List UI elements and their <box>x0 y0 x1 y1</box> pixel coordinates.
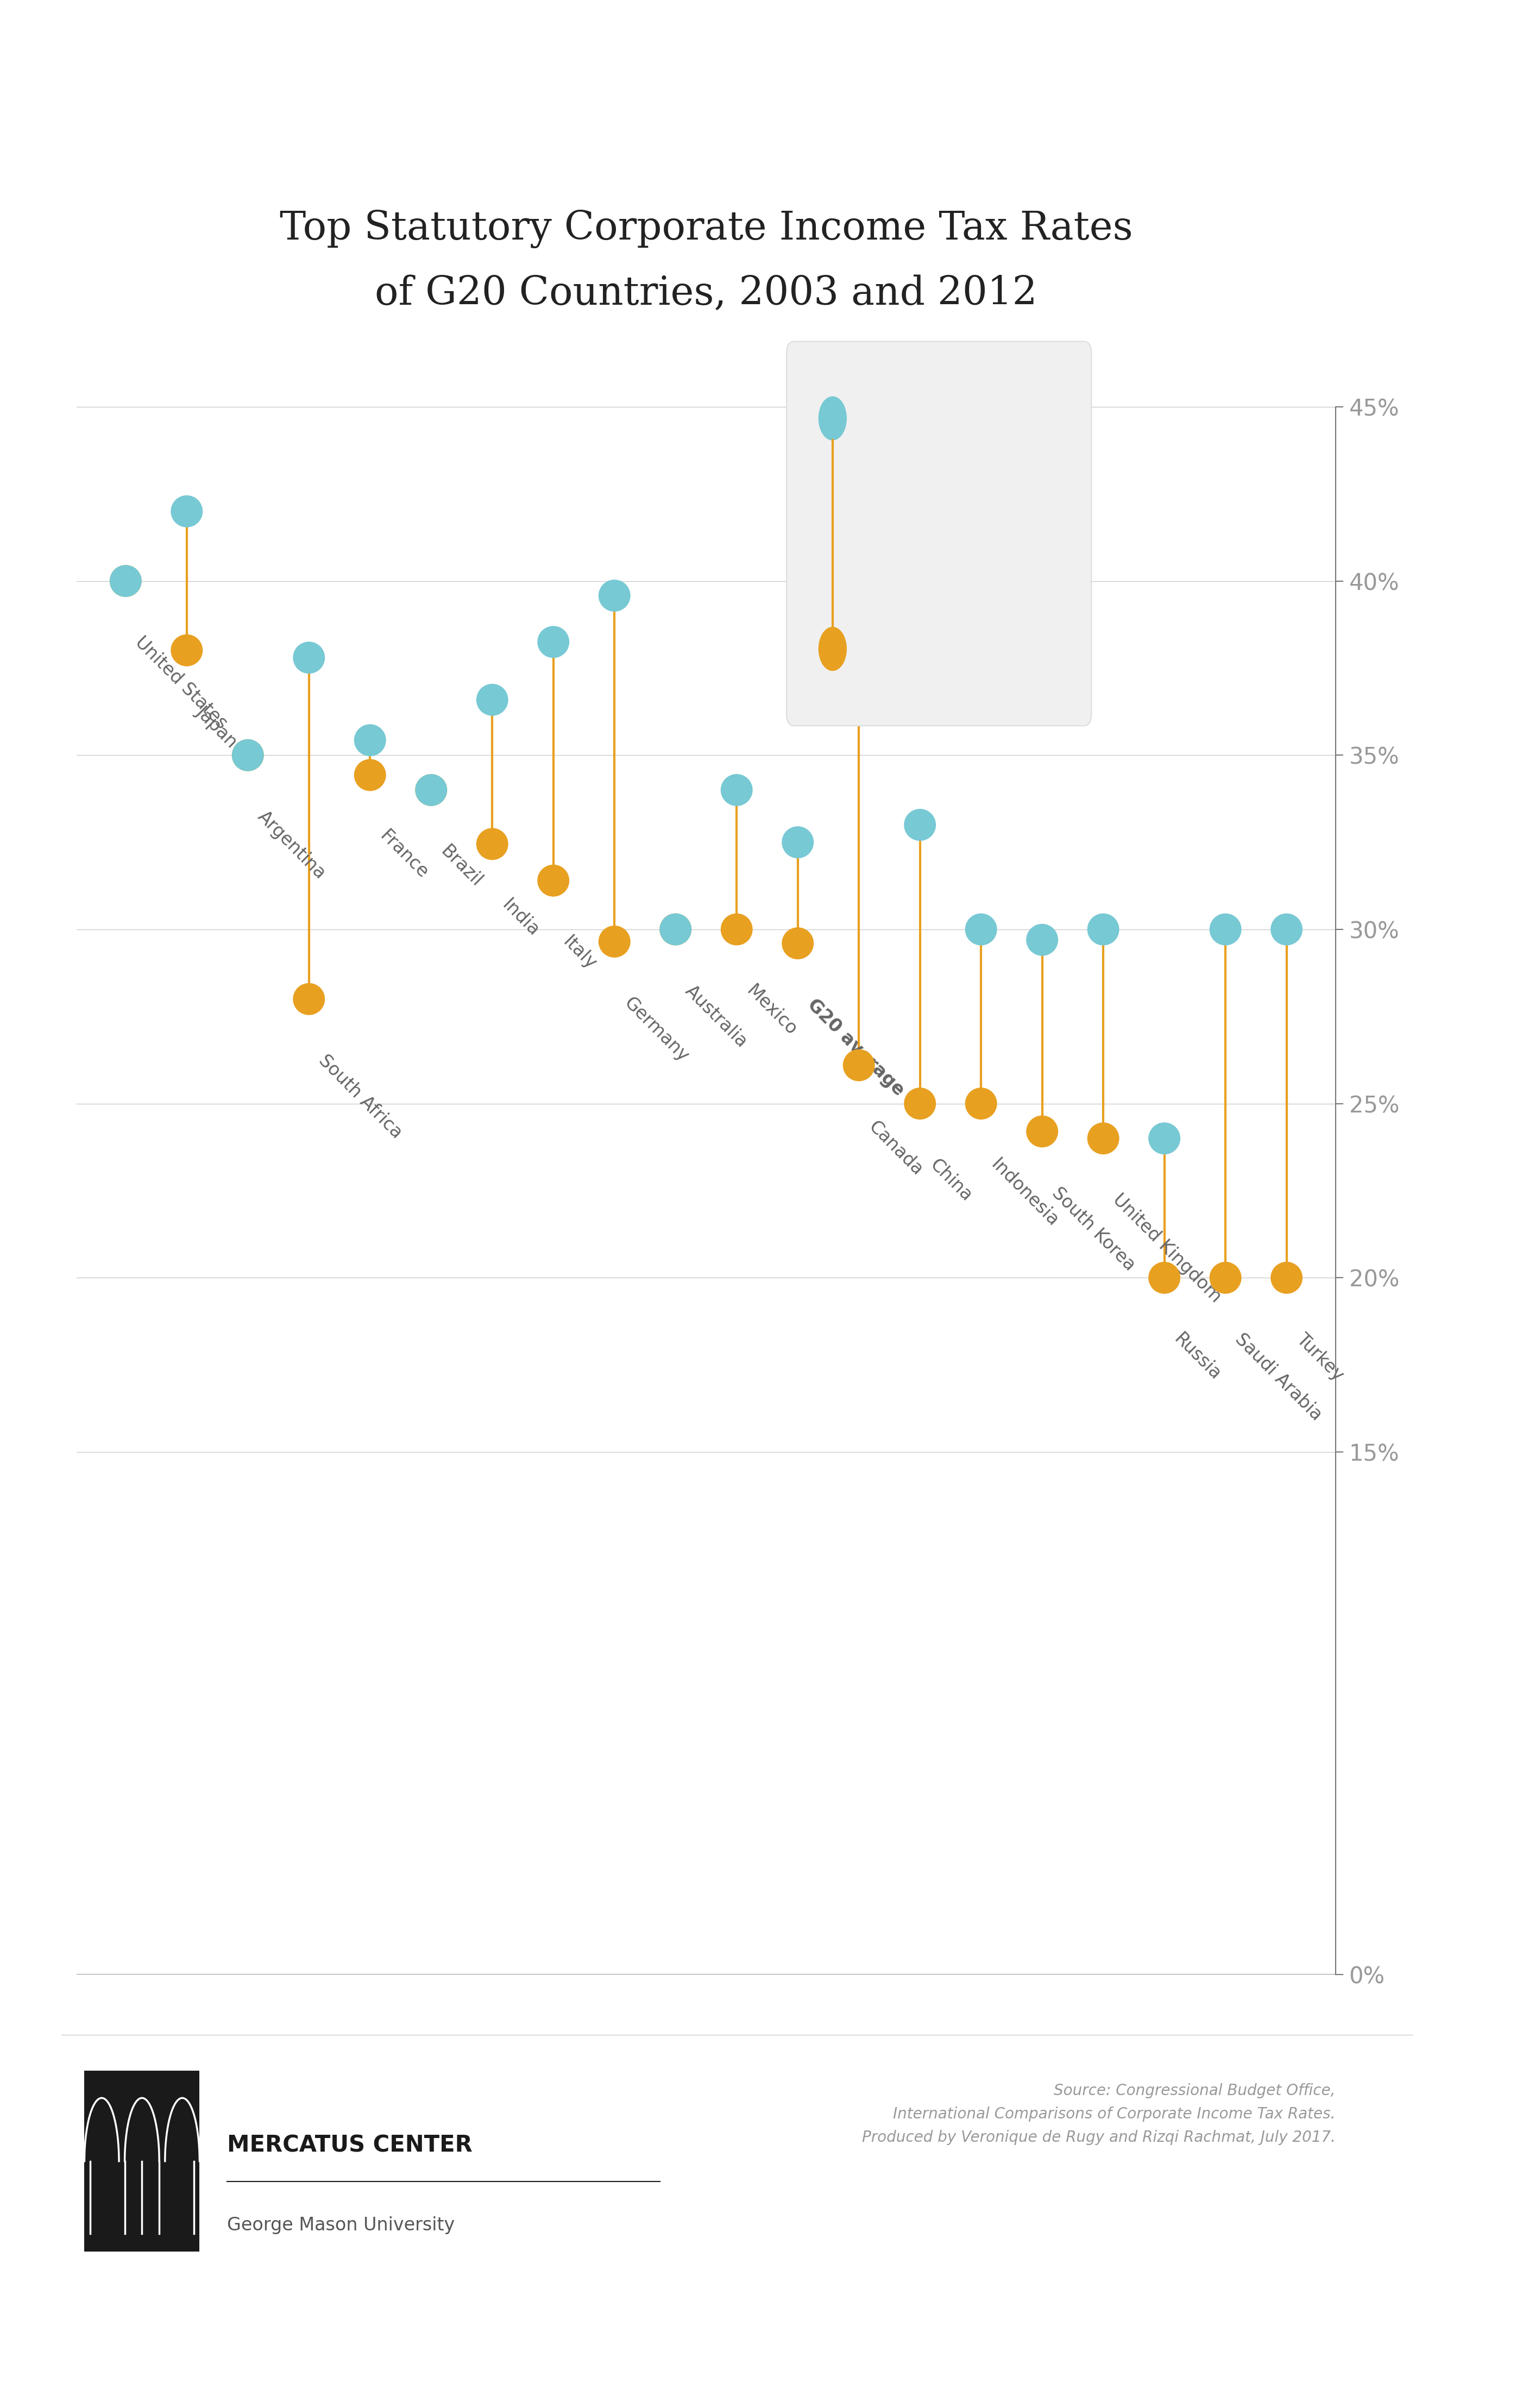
Point <box>1213 1259 1237 1298</box>
Point <box>786 824 810 862</box>
Point <box>969 1084 993 1122</box>
Text: United States: United States <box>132 633 232 732</box>
Text: Australia: Australia <box>682 982 751 1050</box>
Point <box>663 910 688 949</box>
Point <box>1213 910 1237 949</box>
Point <box>847 1045 872 1084</box>
Text: reduction
in tax rate: reduction in tax rate <box>873 515 959 551</box>
Point <box>114 561 138 600</box>
Text: Mexico: Mexico <box>743 982 800 1040</box>
Text: Russia: Russia <box>1171 1329 1225 1385</box>
Text: of G20 Countries, 2003 and 2012: of G20 Countries, 2003 and 2012 <box>375 275 1038 313</box>
Text: Source: Congressional Budget Office,
International Comparisons of Corporate Inco: Source: Congressional Budget Office, Int… <box>861 2083 1335 2146</box>
Point <box>1153 1120 1177 1158</box>
Text: Brazil: Brazil <box>437 843 485 891</box>
Point <box>540 862 565 901</box>
Text: South Africa: South Africa <box>315 1052 405 1141</box>
Point <box>602 922 626 961</box>
Text: United Kingdom: United Kingdom <box>1110 1190 1225 1305</box>
Text: MERCATUS CENTER: MERCATUS CENTER <box>227 2133 473 2158</box>
Point <box>540 624 565 662</box>
Point <box>480 826 505 864</box>
Point <box>358 756 382 795</box>
Point <box>358 720 382 759</box>
Point <box>907 1084 932 1122</box>
Point <box>296 980 321 1019</box>
Text: Saudi Arabia: Saudi Arabia <box>1231 1329 1326 1423</box>
Point <box>419 771 444 809</box>
Point <box>786 925 810 963</box>
Text: 2012: 2012 <box>873 641 924 657</box>
Point <box>907 807 932 845</box>
Point <box>602 576 626 614</box>
Point <box>969 910 993 949</box>
Point <box>1153 1259 1177 1298</box>
Point <box>1274 910 1299 949</box>
Point <box>1274 1259 1299 1298</box>
Text: Indonesia: Indonesia <box>987 1156 1062 1230</box>
Point <box>725 910 749 949</box>
Point <box>663 910 688 949</box>
Point <box>114 561 138 600</box>
Point <box>725 771 749 809</box>
Text: China: China <box>926 1156 975 1204</box>
Text: Canada: Canada <box>864 1117 926 1180</box>
Point <box>847 679 872 718</box>
Point <box>1030 920 1055 958</box>
Point <box>1091 910 1116 949</box>
Text: Germany: Germany <box>620 995 692 1064</box>
Text: Japan: Japan <box>193 703 241 751</box>
Point <box>235 737 259 775</box>
Point <box>1091 1120 1116 1158</box>
Point <box>175 491 200 530</box>
Point <box>296 638 321 677</box>
Text: G20 average: G20 average <box>804 995 907 1100</box>
Point <box>175 631 200 669</box>
Text: Argentina: Argentina <box>253 807 328 884</box>
Text: Turkey: Turkey <box>1292 1329 1348 1385</box>
Text: 2003: 2003 <box>873 409 924 429</box>
Text: Top Statutory Corporate Income Tax Rates: Top Statutory Corporate Income Tax Rates <box>279 209 1133 248</box>
Point <box>419 771 444 809</box>
Text: Italy: Italy <box>559 932 600 973</box>
Text: South Korea: South Korea <box>1048 1185 1139 1274</box>
Text: George Mason University: George Mason University <box>227 2215 454 2235</box>
Text: India: India <box>499 896 542 942</box>
Text: France: France <box>376 828 431 884</box>
Point <box>480 681 505 720</box>
Point <box>235 737 259 775</box>
Point <box>1030 1112 1055 1151</box>
